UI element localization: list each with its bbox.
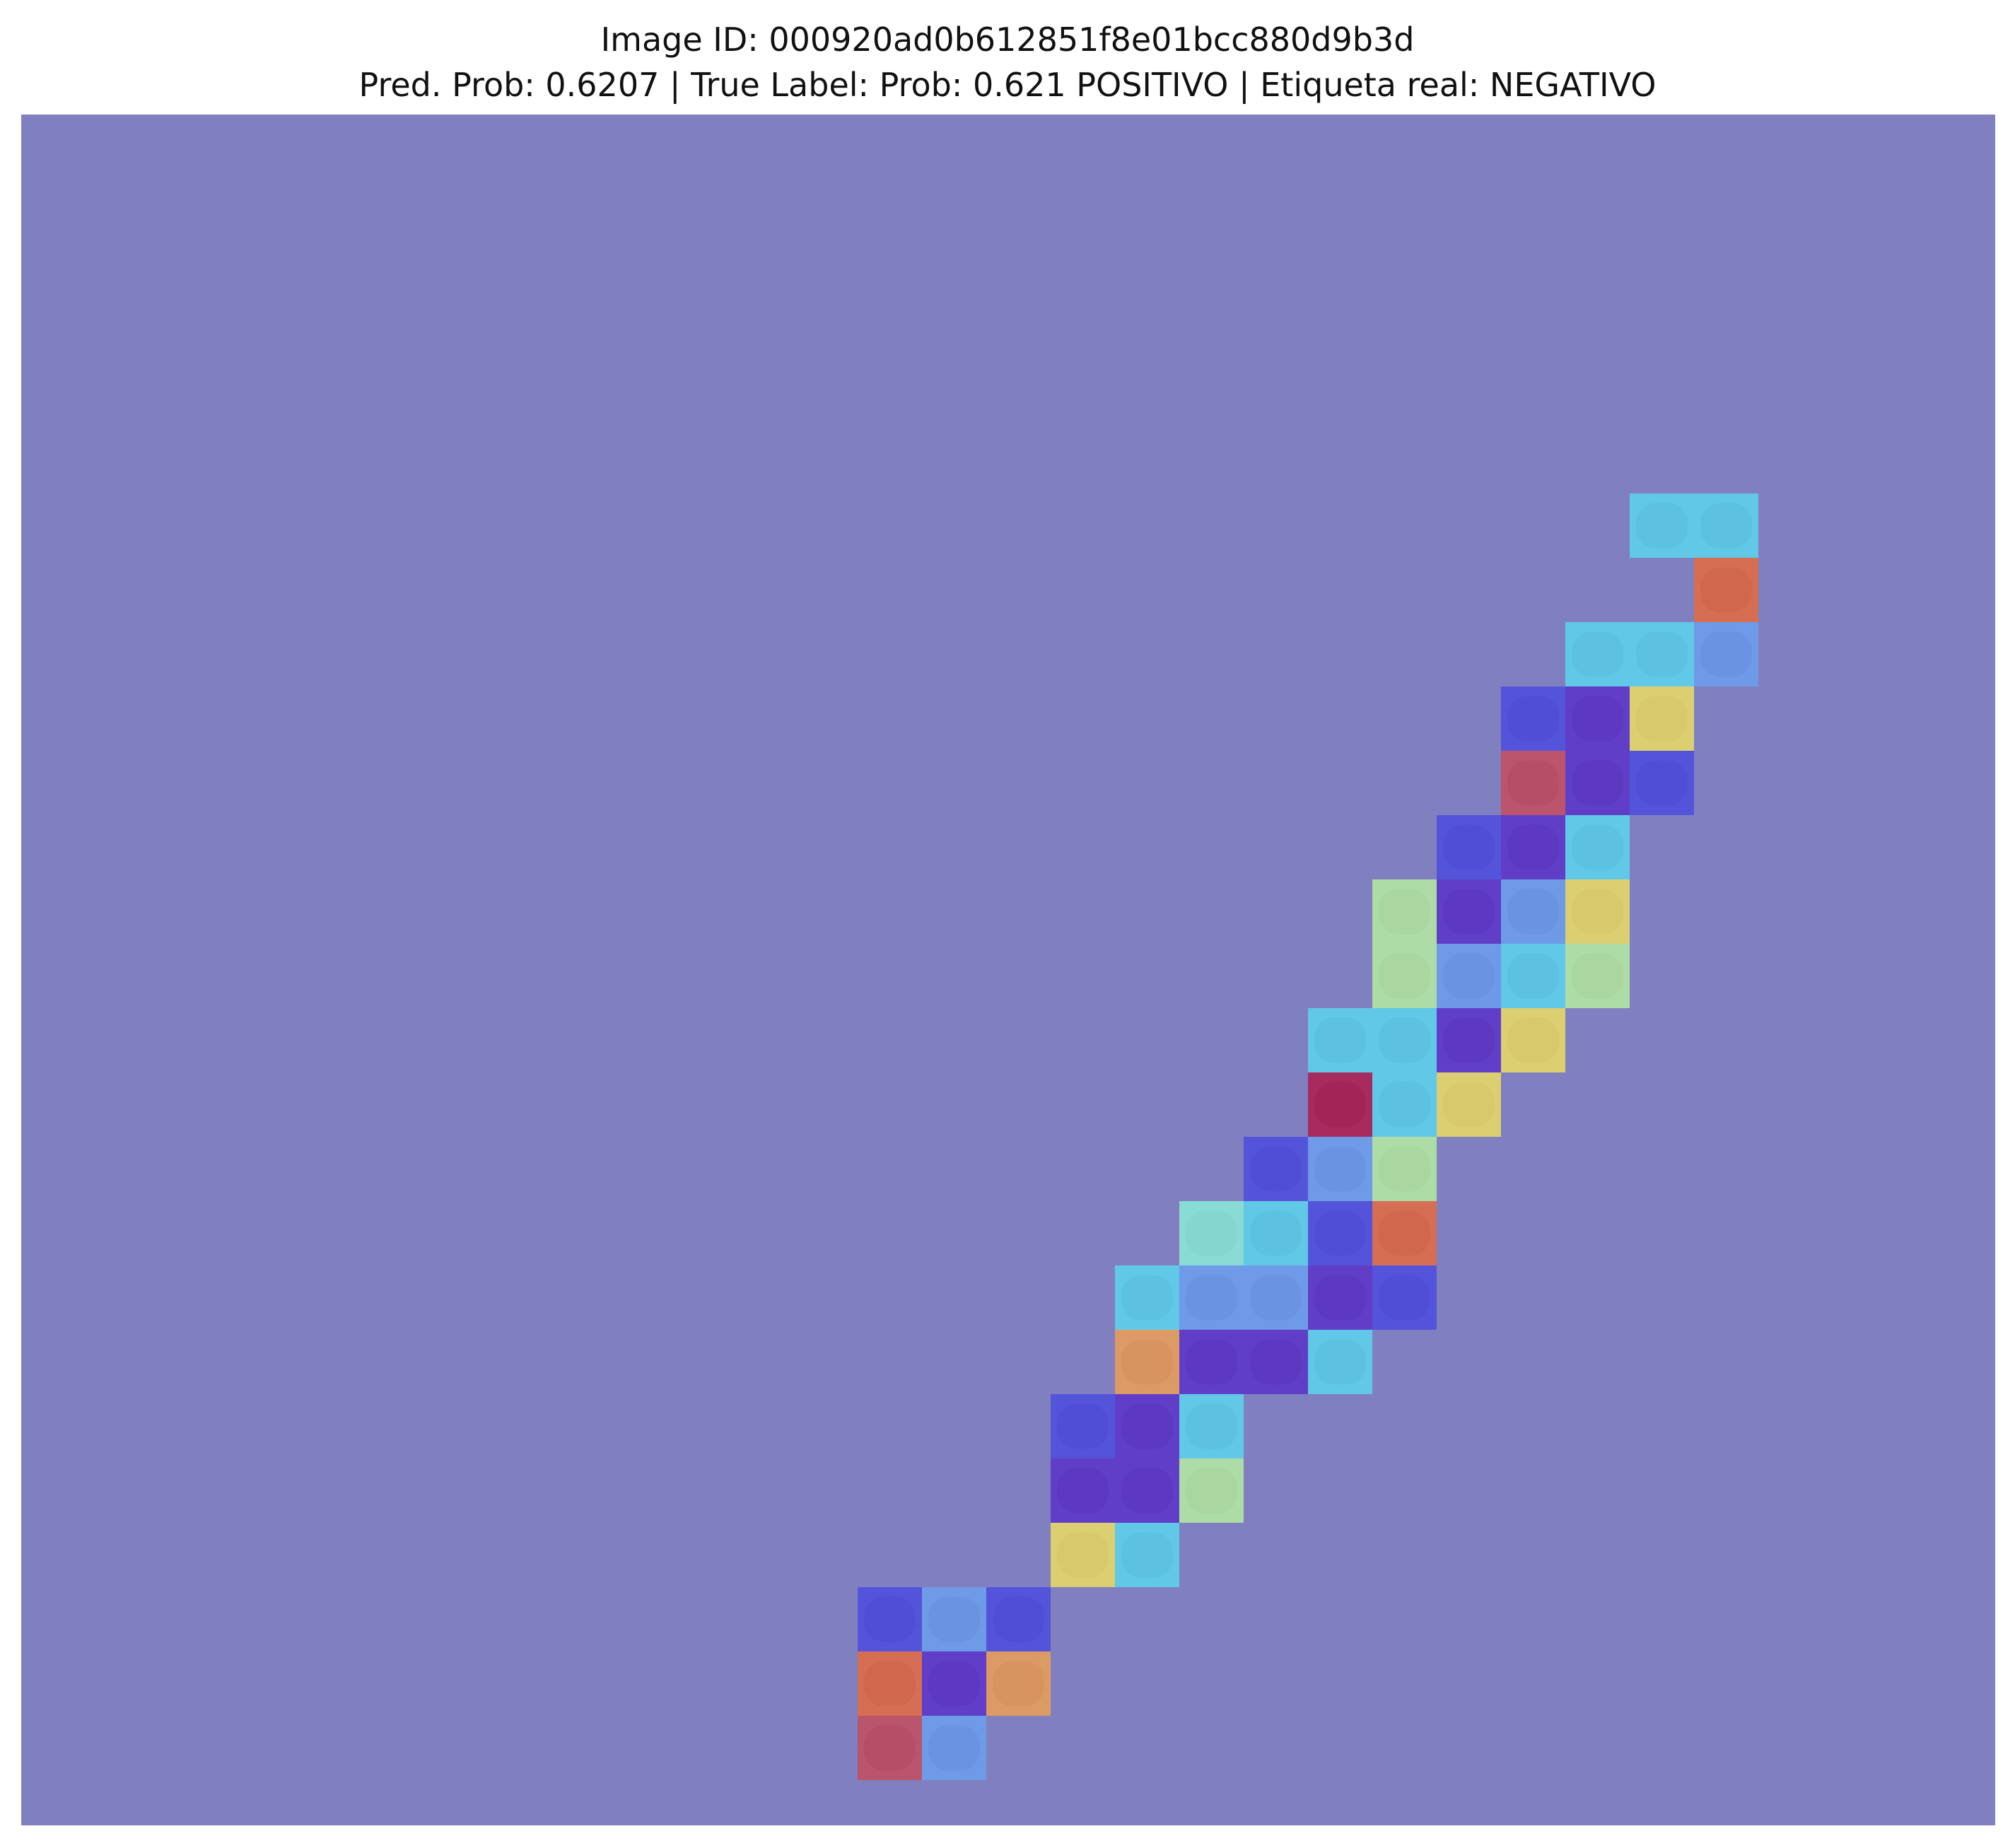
heatmap-tile xyxy=(1437,879,1501,944)
heatmap-tile xyxy=(986,1586,1051,1651)
heatmap-tile xyxy=(1308,1329,1372,1394)
figure-title-image-id: Image ID: 000920ad0b612851f8e01bcc880d9b… xyxy=(600,21,1415,59)
heatmap-tile xyxy=(1115,1522,1179,1587)
heatmap-tile xyxy=(1437,1072,1501,1137)
heatmap-tile xyxy=(1565,750,1630,815)
heatmap-tile xyxy=(1308,1072,1372,1137)
heatmap-tile xyxy=(1179,1329,1244,1394)
heatmap-tile xyxy=(1372,879,1437,944)
heatmap-tile xyxy=(1115,1329,1179,1394)
heatmap-tile xyxy=(1308,1200,1372,1265)
heatmap-tile xyxy=(1372,1200,1437,1265)
heatmap-tile xyxy=(1565,814,1630,879)
heatmap-tile xyxy=(1694,493,1758,558)
heatmap-tile xyxy=(1179,1393,1244,1458)
heatmap-tile xyxy=(1501,814,1565,879)
heatmap-tile xyxy=(1565,621,1630,686)
heatmap-tile xyxy=(1372,1072,1437,1137)
heatmap-tile xyxy=(1630,621,1694,686)
heatmap-tile xyxy=(922,1715,986,1780)
heatmap-tile xyxy=(1115,1265,1179,1330)
heatmap-tile xyxy=(1051,1393,1115,1458)
heatmap-tile xyxy=(1244,1265,1308,1330)
heatmap-tile xyxy=(1051,1458,1115,1523)
heatmap-tile xyxy=(858,1586,922,1651)
heatmap-tile xyxy=(1244,1136,1308,1201)
heatmap-tile xyxy=(1308,1007,1372,1072)
attention-heatmap xyxy=(21,115,1995,1825)
heatmap-tile xyxy=(922,1586,986,1651)
heatmap-tile xyxy=(1501,1007,1565,1072)
heatmap-tile xyxy=(1630,686,1694,751)
heatmap-tile xyxy=(1630,493,1694,558)
heatmap-tile xyxy=(1437,1007,1501,1072)
heatmap-tile xyxy=(1308,1136,1372,1201)
heatmap-tile xyxy=(1501,943,1565,1008)
heatmap-background xyxy=(21,115,1995,1825)
heatmap-tile xyxy=(1179,1200,1244,1265)
heatmap-tile xyxy=(1179,1265,1244,1330)
heatmap-tile xyxy=(1437,814,1501,879)
heatmap-tile xyxy=(1179,1458,1244,1523)
heatmap-tile xyxy=(1565,686,1630,751)
heatmap-tile xyxy=(1244,1329,1308,1394)
heatmap-tile xyxy=(1694,557,1758,622)
heatmap-tile xyxy=(1051,1522,1115,1587)
heatmap-canvas xyxy=(21,115,1995,1825)
figure-subtitle-prediction: Pred. Prob: 0.6207 | True Label: Prob: 0… xyxy=(358,66,1657,104)
heatmap-tile xyxy=(1372,1007,1437,1072)
heatmap-tile xyxy=(858,1651,922,1716)
heatmap-tile xyxy=(1372,943,1437,1008)
heatmap-tile xyxy=(1372,1265,1437,1330)
tile-layer xyxy=(858,493,1758,1780)
heatmap-tile xyxy=(858,1715,922,1780)
heatmap-tile xyxy=(1437,943,1501,1008)
heatmap-tile xyxy=(1630,750,1694,815)
heatmap-tile xyxy=(1115,1393,1179,1458)
heatmap-tile xyxy=(1501,879,1565,944)
heatmap-tile xyxy=(986,1651,1051,1716)
heatmap-tile xyxy=(1565,879,1630,944)
heatmap-tile xyxy=(1308,1265,1372,1330)
heatmap-tile xyxy=(1565,943,1630,1008)
heatmap-tile xyxy=(922,1651,986,1716)
heatmap-tile xyxy=(1501,750,1565,815)
heatmap-tile xyxy=(1115,1458,1179,1523)
heatmap-tile xyxy=(1694,621,1758,686)
heatmap-tile xyxy=(1501,686,1565,751)
heatmap-tile xyxy=(1372,1136,1437,1201)
heatmap-tile xyxy=(1244,1200,1308,1265)
